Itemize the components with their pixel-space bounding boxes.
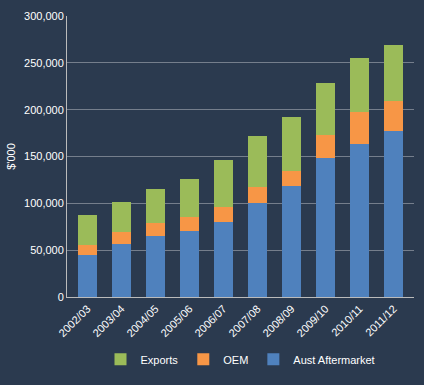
svg-text:2010/11: 2010/11 xyxy=(329,303,365,339)
svg-text:2011/12: 2011/12 xyxy=(363,303,399,339)
svg-text:Exports: Exports xyxy=(141,354,179,366)
svg-text:OEM: OEM xyxy=(223,354,248,366)
svg-text:Aust Aftermarket: Aust Aftermarket xyxy=(293,354,374,366)
svg-text:2007/08: 2007/08 xyxy=(226,303,263,340)
svg-text:50,000: 50,000 xyxy=(30,244,64,256)
svg-text:2003/04: 2003/04 xyxy=(90,303,127,340)
svg-text:2006/07: 2006/07 xyxy=(192,303,229,340)
svg-text:2008/09: 2008/09 xyxy=(260,303,297,340)
svg-text:2005/06: 2005/06 xyxy=(158,303,195,340)
svg-text:150,000: 150,000 xyxy=(24,150,64,162)
svg-text:2009/10: 2009/10 xyxy=(294,303,331,340)
svg-text:$'000: $'000 xyxy=(5,143,17,170)
svg-text:200,000: 200,000 xyxy=(24,104,64,116)
svg-text:100,000: 100,000 xyxy=(24,197,64,209)
svg-text:300,000: 300,000 xyxy=(24,10,64,22)
svg-text:2004/05: 2004/05 xyxy=(124,303,161,340)
svg-text:2002/03: 2002/03 xyxy=(56,303,93,340)
svg-text:0: 0 xyxy=(58,291,64,303)
svg-text:250,000: 250,000 xyxy=(24,57,64,69)
